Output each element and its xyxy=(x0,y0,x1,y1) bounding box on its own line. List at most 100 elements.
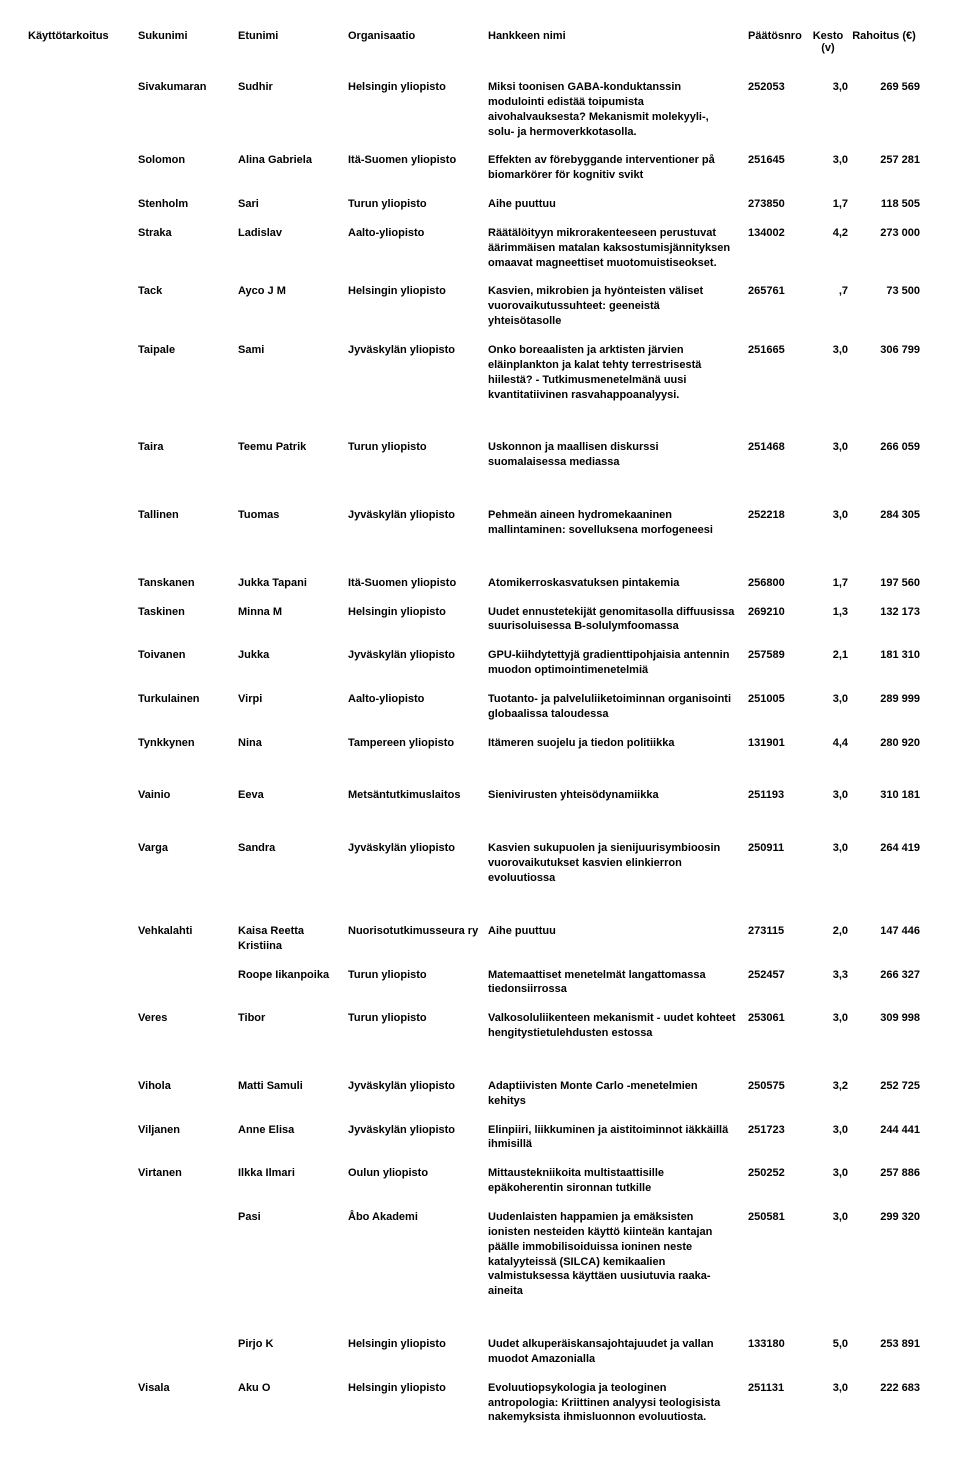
cell-project: Atomikerroskasvatuksen pintakemia xyxy=(488,576,748,591)
cell-surname: Tack xyxy=(138,284,238,299)
cell-fund: 289 999 xyxy=(848,692,920,707)
cell-first: Sami xyxy=(238,343,348,358)
cell-org: Aalto-yliopisto xyxy=(348,226,488,241)
cell-fund: 266 059 xyxy=(848,440,920,455)
cell-fund: 306 799 xyxy=(848,343,920,358)
cell-surname: Tynkkynen xyxy=(138,736,238,751)
row-spacer xyxy=(28,552,932,576)
cell-num: 250252 xyxy=(748,1166,808,1181)
row-spacer xyxy=(28,1055,932,1079)
cell-surname: Viljanen xyxy=(138,1123,238,1138)
cell-dur: 1,7 xyxy=(808,576,848,591)
cell-dur: 1,7 xyxy=(808,197,848,212)
cell-dur: 2,0 xyxy=(808,924,848,939)
cell-first: Ladislav xyxy=(238,226,348,241)
table-row: TaskinenMinna MHelsingin yliopistoUudet … xyxy=(28,605,932,635)
cell-org: Turun yliopisto xyxy=(348,1011,488,1026)
cell-project: Sienivirusten yhteisödynamiikka xyxy=(488,788,748,803)
cell-fund: 181 310 xyxy=(848,648,920,663)
cell-org: Helsingin yliopisto xyxy=(348,80,488,95)
cell-dur: 3,0 xyxy=(808,508,848,523)
cell-num: 250911 xyxy=(748,841,808,856)
table-body: SivakumaranSudhirHelsingin yliopistoMiks… xyxy=(28,80,932,1425)
table-row: VainioEevaMetsäntutkimuslaitosSienivirus… xyxy=(28,788,932,803)
cell-num: 265761 xyxy=(748,284,808,299)
cell-fund: 252 725 xyxy=(848,1079,920,1094)
cell-surname: Taskinen xyxy=(138,605,238,620)
cell-first: Matti Samuli xyxy=(238,1079,348,1094)
cell-project: Uskonnon ja maallisen diskurssi suomalai… xyxy=(488,440,748,470)
cell-surname: Straka xyxy=(138,226,238,241)
cell-num: 251665 xyxy=(748,343,808,358)
cell-dur: 3,0 xyxy=(808,692,848,707)
table-row: TaipaleSamiJyväskylän yliopistoOnko bore… xyxy=(28,343,932,402)
cell-project: Matemaattiset menetelmät langattomassa t… xyxy=(488,968,748,998)
cell-first: Jukka Tapani xyxy=(238,576,348,591)
cell-num: 273115 xyxy=(748,924,808,939)
cell-org: Turun yliopisto xyxy=(348,197,488,212)
cell-dur: 3,0 xyxy=(808,153,848,168)
cell-org: Jyväskylän yliopisto xyxy=(348,1079,488,1094)
table-row: VirtanenIlkka IlmariOulun yliopistoMitta… xyxy=(28,1166,932,1196)
cell-surname: Stenholm xyxy=(138,197,238,212)
cell-org: Itä-Suomen yliopisto xyxy=(348,153,488,168)
cell-project: Miksi toonisen GABA-konduktanssin modulo… xyxy=(488,80,748,139)
cell-surname: Visala xyxy=(138,1381,238,1396)
cell-first: Nina xyxy=(238,736,348,751)
table-row: StenholmSariTurun yliopistoAihe puuttuu2… xyxy=(28,197,932,212)
cell-dur: 3,0 xyxy=(808,788,848,803)
table-row: VargaSandraJyväskylän yliopistoKasvien s… xyxy=(28,841,932,886)
header-number: Päätösnro xyxy=(748,30,808,42)
cell-fund: 273 000 xyxy=(848,226,920,241)
cell-org: Aalto-yliopisto xyxy=(348,692,488,707)
table-row: Pirjo KHelsingin yliopistoUudet alkuperä… xyxy=(28,1337,932,1367)
cell-org: Jyväskylän yliopisto xyxy=(348,648,488,663)
cell-first: Ilkka Ilmari xyxy=(238,1166,348,1181)
table-row: TanskanenJukka TapaniItä-Suomen yliopist… xyxy=(28,576,932,591)
cell-num: 250575 xyxy=(748,1079,808,1094)
cell-dur: 4,2 xyxy=(808,226,848,241)
cell-dur: 5,0 xyxy=(808,1337,848,1352)
cell-fund: 118 505 xyxy=(848,197,920,212)
table-row: TairaTeemu PatrikTurun yliopistoUskonnon… xyxy=(28,440,932,470)
cell-surname: Taipale xyxy=(138,343,238,358)
table-row: ViholaMatti SamuliJyväskylän yliopistoAd… xyxy=(28,1079,932,1109)
row-spacer xyxy=(28,900,932,924)
table-row: ViljanenAnne ElisaJyväskylän yliopistoEl… xyxy=(28,1123,932,1153)
cell-surname: Virtanen xyxy=(138,1166,238,1181)
cell-org: Oulun yliopisto xyxy=(348,1166,488,1181)
cell-org: Helsingin yliopisto xyxy=(348,1381,488,1396)
cell-first: Eeva xyxy=(238,788,348,803)
cell-first: Sandra xyxy=(238,841,348,856)
cell-num: 251005 xyxy=(748,692,808,707)
cell-num: 251468 xyxy=(748,440,808,455)
cell-project: Pehmeän aineen hydromekaaninen mallintam… xyxy=(488,508,748,538)
cell-fund: 299 320 xyxy=(848,1210,920,1225)
cell-dur: 3,0 xyxy=(808,1123,848,1138)
cell-project: Räätälöityyn mikrorakenteeseen perustuva… xyxy=(488,226,748,271)
cell-dur: 3,0 xyxy=(808,1210,848,1225)
cell-fund: 244 441 xyxy=(848,1123,920,1138)
cell-org: Itä-Suomen yliopisto xyxy=(348,576,488,591)
cell-org: Jyväskylän yliopisto xyxy=(348,1123,488,1138)
cell-num: 256800 xyxy=(748,576,808,591)
cell-num: 252218 xyxy=(748,508,808,523)
row-spacer xyxy=(28,1313,932,1337)
cell-first: Pirjo K xyxy=(238,1337,348,1352)
cell-num: 257589 xyxy=(748,648,808,663)
header-surname: Sukunimi xyxy=(138,30,238,42)
cell-fund: 197 560 xyxy=(848,576,920,591)
cell-org: Metsäntutkimuslaitos xyxy=(348,788,488,803)
cell-num: 250581 xyxy=(748,1210,808,1225)
cell-surname: Vainio xyxy=(138,788,238,803)
cell-first: Pasi xyxy=(238,1210,348,1225)
cell-project: Aihe puuttuu xyxy=(488,924,748,939)
header-firstname: Etunimi xyxy=(238,30,348,42)
cell-surname: Vihola xyxy=(138,1079,238,1094)
row-spacer xyxy=(28,416,932,440)
cell-first: Ayco J M xyxy=(238,284,348,299)
cell-first: Anne Elisa xyxy=(238,1123,348,1138)
cell-project: Evoluutiopsykologia ja teologinen antrop… xyxy=(488,1381,748,1426)
cell-dur: 3,0 xyxy=(808,343,848,358)
cell-num: 253061 xyxy=(748,1011,808,1026)
